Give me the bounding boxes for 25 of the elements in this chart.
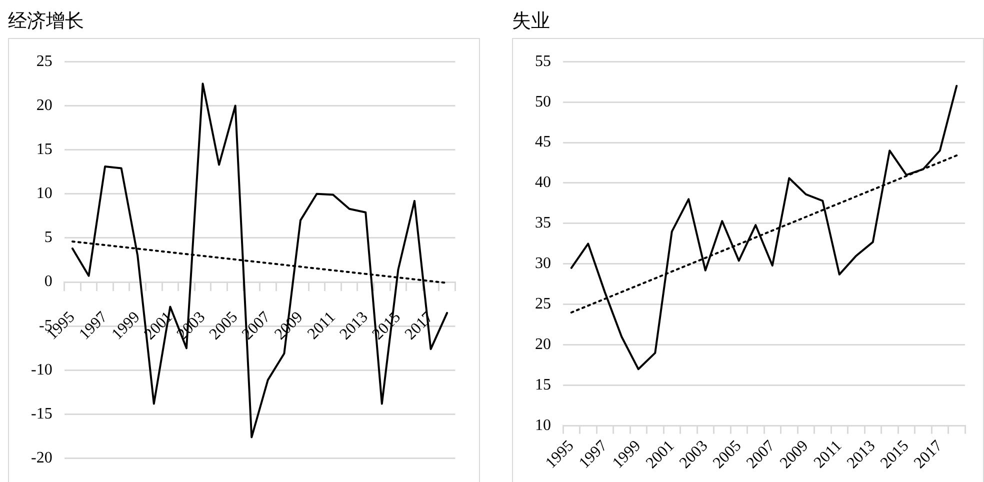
x-tick-label: 2001 [643,437,678,472]
x-tick-label: 1999 [610,437,644,472]
y-tick-label: 5 [44,229,52,246]
y-tick-label: 15 [36,140,52,158]
y-tick-label: 50 [535,93,551,110]
y-tick-label: 0 [44,273,52,290]
chart-title: 经济增长 [8,10,84,34]
y-tick-label: 20 [535,336,551,354]
y-tick-label: 40 [535,174,551,192]
y-tick-label: 30 [535,255,551,272]
y-tick-label: 10 [535,417,551,434]
y-tick-label: 15 [535,376,551,394]
x-tick-label: 2011 [304,308,339,343]
y-tick-label: -15 [31,406,52,423]
y-tick-label: 55 [535,52,551,70]
chart-title: 失业 [512,10,550,34]
y-tick-label: 45 [535,134,551,151]
y-tick-label: 25 [535,296,551,313]
y-tick-label: 35 [535,214,551,232]
x-tick-label: 2011 [810,437,846,472]
y-tick-label: -20 [31,450,52,467]
y-tick-label: 10 [36,185,52,202]
y-tick-label: 25 [36,52,52,70]
y-tick-label: -10 [31,361,52,378]
y-tick-label: 20 [36,96,52,114]
